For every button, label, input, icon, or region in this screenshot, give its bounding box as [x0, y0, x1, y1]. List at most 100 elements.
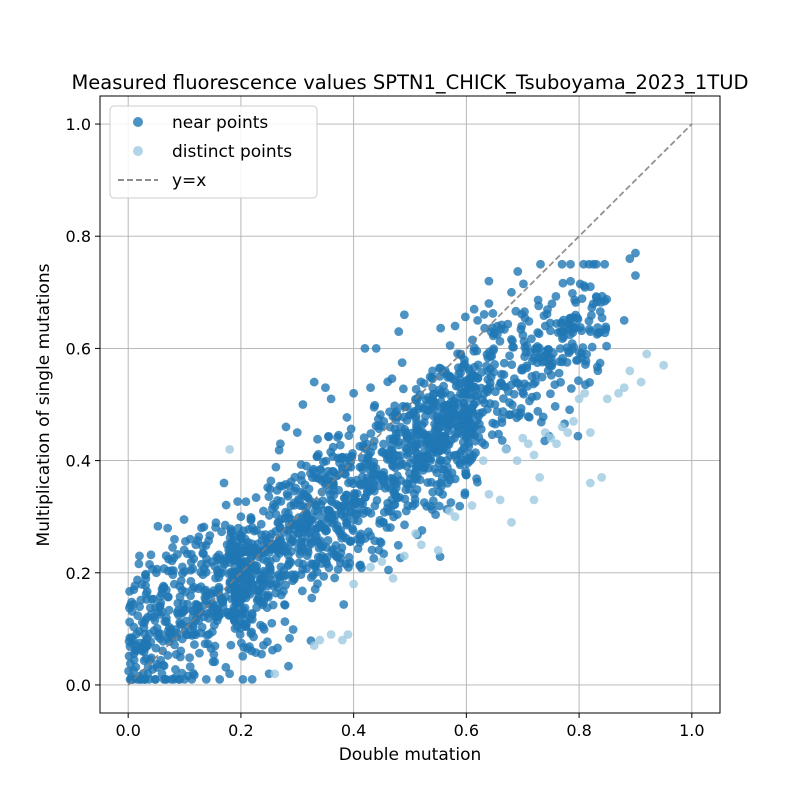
near-point — [167, 556, 177, 566]
near-point — [335, 440, 345, 450]
near-point — [423, 406, 433, 416]
near-point — [479, 310, 489, 319]
near-point — [434, 487, 444, 497]
near-point — [247, 674, 257, 684]
near-point — [202, 630, 212, 640]
near-point — [591, 259, 601, 269]
near-point — [460, 414, 470, 424]
near-point — [262, 591, 272, 601]
near-point — [468, 451, 478, 461]
near-point — [573, 314, 583, 324]
near-point — [303, 493, 313, 503]
near-point — [226, 640, 236, 650]
near-point — [519, 337, 529, 346]
near-point — [172, 608, 182, 618]
near-point — [221, 500, 231, 510]
near-point — [168, 543, 177, 552]
near-point — [209, 620, 219, 630]
near-point — [195, 648, 204, 658]
near-point — [135, 551, 144, 561]
near-point — [309, 499, 318, 509]
near-point — [148, 564, 157, 574]
near-point — [327, 546, 337, 556]
near-point — [548, 348, 558, 358]
near-point — [530, 344, 540, 354]
near-point — [337, 543, 347, 553]
near-point — [495, 336, 505, 346]
near-point — [164, 629, 174, 639]
distinct-point — [529, 495, 539, 505]
distinct-point — [343, 630, 353, 639]
near-point — [289, 498, 299, 508]
near-point — [146, 550, 156, 560]
plot-area: 0.0 0.2 0.4 0.6 0.8 1.0 0.0 0.2 0.4 0.6 0.8 1.0 — [66, 95, 721, 740]
near-point — [383, 455, 392, 464]
near-point — [125, 633, 135, 643]
near-point — [196, 559, 206, 569]
near-point — [577, 349, 587, 358]
near-point — [207, 598, 217, 608]
near-point — [130, 581, 140, 591]
near-point — [455, 375, 465, 385]
near-point — [170, 534, 179, 544]
near-point — [201, 674, 211, 684]
near-point — [577, 326, 587, 336]
near-point — [290, 519, 300, 529]
near-point — [346, 424, 356, 434]
near-point — [370, 501, 380, 511]
x-tick-label: 1.0 — [679, 721, 704, 740]
near-point — [470, 382, 480, 392]
near-point — [284, 661, 293, 671]
near-point — [316, 500, 326, 510]
distinct-point — [636, 377, 646, 387]
near-point — [215, 599, 225, 609]
near-point — [490, 400, 500, 409]
distinct-point — [377, 557, 387, 566]
near-point — [326, 394, 336, 404]
near-point — [173, 549, 182, 559]
near-point — [480, 323, 490, 333]
near-point — [435, 455, 445, 465]
near-point — [410, 468, 420, 477]
near-point — [127, 672, 137, 682]
near-point — [574, 376, 583, 386]
near-point — [401, 402, 410, 412]
near-point — [602, 341, 611, 351]
near-point — [538, 412, 548, 422]
distinct-point — [349, 579, 359, 589]
near-point — [568, 288, 577, 298]
near-point — [135, 643, 144, 652]
near-point — [428, 399, 438, 409]
near-point — [190, 640, 199, 649]
near-point — [496, 378, 506, 388]
near-point — [456, 368, 465, 378]
near-point — [375, 537, 385, 547]
chart-title: Measured fluorescence values SPTN1_CHICK… — [71, 71, 748, 94]
near-point — [376, 470, 386, 480]
near-point — [600, 296, 610, 306]
near-point — [226, 526, 236, 536]
near-point — [453, 428, 463, 438]
near-point — [215, 674, 225, 684]
near-point — [236, 604, 246, 614]
near-point — [379, 439, 388, 449]
near-point — [227, 553, 237, 562]
near-point — [141, 569, 151, 579]
near-point — [597, 313, 607, 323]
near-point — [129, 649, 139, 659]
near-point — [324, 431, 333, 441]
distinct-point — [518, 433, 528, 443]
near-point — [322, 553, 332, 562]
near-point — [360, 344, 370, 353]
near-point — [235, 545, 245, 555]
near-point — [395, 456, 405, 466]
y-tick-label: 0.0 — [66, 676, 91, 695]
y-tick-label: 0.4 — [66, 452, 91, 471]
near-point — [409, 407, 419, 416]
near-point — [330, 573, 340, 583]
distinct-point — [270, 669, 280, 679]
near-point — [503, 319, 513, 329]
near-point — [557, 259, 567, 269]
near-point — [140, 629, 150, 639]
near-point — [236, 638, 246, 648]
